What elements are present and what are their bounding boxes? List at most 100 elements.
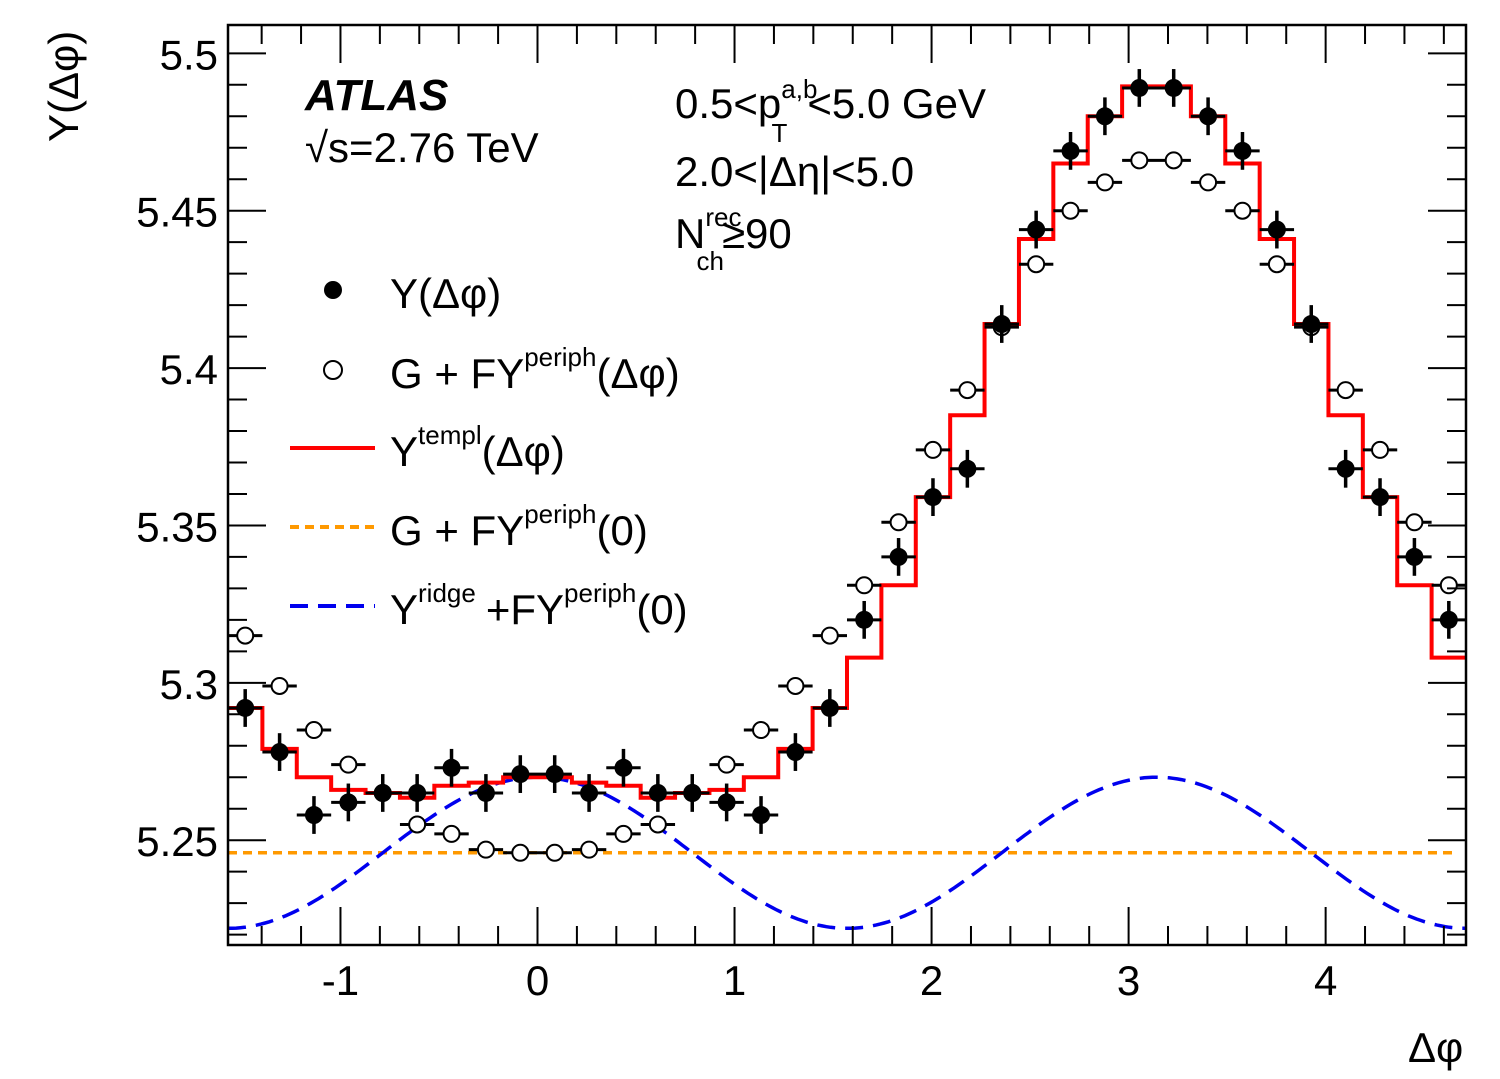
- data-point-marker: [1267, 220, 1286, 239]
- open-point: [1122, 151, 1157, 170]
- data-point-marker: [1164, 78, 1183, 97]
- x-tick-label: -1: [322, 957, 359, 1004]
- open-point: [331, 755, 366, 774]
- open-point-marker: [1336, 381, 1355, 400]
- data-point-marker: [1371, 488, 1390, 507]
- data-point-marker: [1061, 141, 1080, 160]
- open-point-marker: [923, 440, 942, 459]
- data-point-marker: [648, 783, 667, 802]
- legend-filled-marker: [324, 281, 342, 299]
- data-point-marker: [1233, 141, 1252, 160]
- data-point: [675, 774, 710, 812]
- open-point: [743, 721, 779, 740]
- plot-frame: [226, 23, 1468, 947]
- open-point: [1190, 173, 1226, 192]
- data-point: [296, 796, 332, 834]
- legend-label-data: Y(Δφ): [390, 270, 501, 317]
- data-point: [1053, 132, 1088, 170]
- open-point: [606, 824, 641, 843]
- data-point-marker: [1095, 107, 1114, 126]
- data-point-marker: [855, 610, 874, 629]
- data-point-marker: [820, 698, 839, 717]
- legend-label-ridge: Yridge +FYperiph(0): [390, 578, 688, 633]
- ridge-curve: [228, 775, 1466, 931]
- open-point-marker: [820, 626, 839, 645]
- open-point-marker: [545, 843, 564, 862]
- legend-label-template: Ytempl(Δφ): [390, 420, 565, 475]
- data-point-marker: [304, 806, 323, 825]
- open-point: [296, 721, 332, 740]
- data-point-marker: [717, 793, 736, 812]
- open-point-marker: [648, 815, 667, 834]
- open-point: [1087, 173, 1123, 192]
- open-point-marker: [1199, 173, 1218, 192]
- open-point-marker: [580, 840, 599, 859]
- data-point-marker: [1130, 78, 1149, 97]
- data-point: [1122, 69, 1157, 107]
- data-point: [571, 774, 607, 812]
- data-point-marker: [1405, 547, 1424, 566]
- data-point: [1156, 69, 1191, 107]
- data-point: [1294, 305, 1329, 343]
- open-point-marker: [442, 824, 461, 843]
- open-point: [571, 840, 607, 859]
- data-point-marker: [408, 783, 427, 802]
- experiment-label: ATLAS: [304, 71, 448, 120]
- y-tick-label: 5.35: [136, 503, 218, 550]
- data-point: [847, 600, 882, 639]
- open-point-marker: [1027, 255, 1046, 274]
- data-point: [1018, 210, 1054, 249]
- pt-range-label: 0.5<pa,b T<5.0 GeV: [675, 74, 986, 148]
- open-point: [1328, 381, 1363, 400]
- data-point: [778, 733, 813, 771]
- open-point-marker: [1233, 201, 1252, 220]
- x-tick-label: 1: [723, 957, 746, 1004]
- data-point-marker: [992, 315, 1011, 334]
- eta-range-label: 2.0<|Δη|<5.0: [675, 148, 914, 195]
- data-point: [915, 478, 951, 517]
- data-point-marker: [236, 698, 255, 717]
- x-tick-label: 4: [1314, 957, 1337, 1004]
- y-tick-label: 5.3: [160, 661, 218, 708]
- data-point-marker: [614, 758, 633, 777]
- y-axis-label: Y(Δφ): [40, 31, 87, 142]
- open-point: [812, 626, 847, 645]
- open-point: [503, 843, 538, 862]
- open-point: [950, 381, 985, 400]
- data-point-marker: [270, 743, 289, 762]
- open-point: [537, 843, 572, 862]
- legend-label-flat: G + FYperiph(0): [390, 499, 648, 554]
- data-point-marker: [373, 783, 392, 802]
- data-point: [812, 689, 847, 727]
- data-point-marker: [511, 765, 530, 784]
- data-point-marker: [889, 547, 908, 566]
- open-point-marker: [339, 755, 358, 774]
- data-point-marker: [339, 793, 358, 812]
- open-point-marker: [889, 513, 908, 532]
- x-tick-label: 3: [1117, 957, 1140, 1004]
- open-point: [778, 676, 813, 695]
- open-point-marker: [1439, 576, 1458, 595]
- data-point: [743, 796, 779, 834]
- data-point-marker: [683, 783, 702, 802]
- data-point: [1397, 538, 1432, 576]
- open-point: [1431, 576, 1466, 595]
- open-point: [1362, 440, 1398, 459]
- legend: Y(Δφ) G + FYperiph(Δφ) Ytempl(Δφ) G + FY…: [290, 270, 688, 633]
- open-point: [1225, 201, 1260, 220]
- data-point: [640, 774, 676, 812]
- x-tick-label: 2: [920, 957, 943, 1004]
- open-point-marker: [1130, 151, 1149, 170]
- open-point: [262, 676, 297, 695]
- open-point: [1397, 513, 1432, 532]
- open-point-marker: [614, 824, 633, 843]
- data-point: [434, 748, 469, 787]
- nch-label: Nrec ch≥90: [675, 202, 792, 276]
- data-point-marker: [1302, 315, 1321, 334]
- open-point: [1018, 255, 1054, 274]
- data-point: [331, 783, 366, 822]
- open-point-marker: [1164, 151, 1183, 170]
- y-tick-label: 5.4: [160, 346, 218, 393]
- y-tick-label: 5.45: [136, 189, 218, 236]
- data-point: [1225, 132, 1260, 170]
